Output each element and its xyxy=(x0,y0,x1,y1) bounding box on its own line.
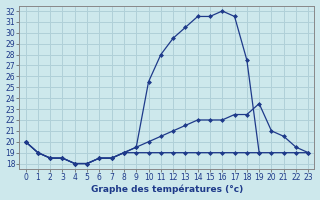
X-axis label: Graphe des températures (°c): Graphe des températures (°c) xyxy=(91,185,243,194)
